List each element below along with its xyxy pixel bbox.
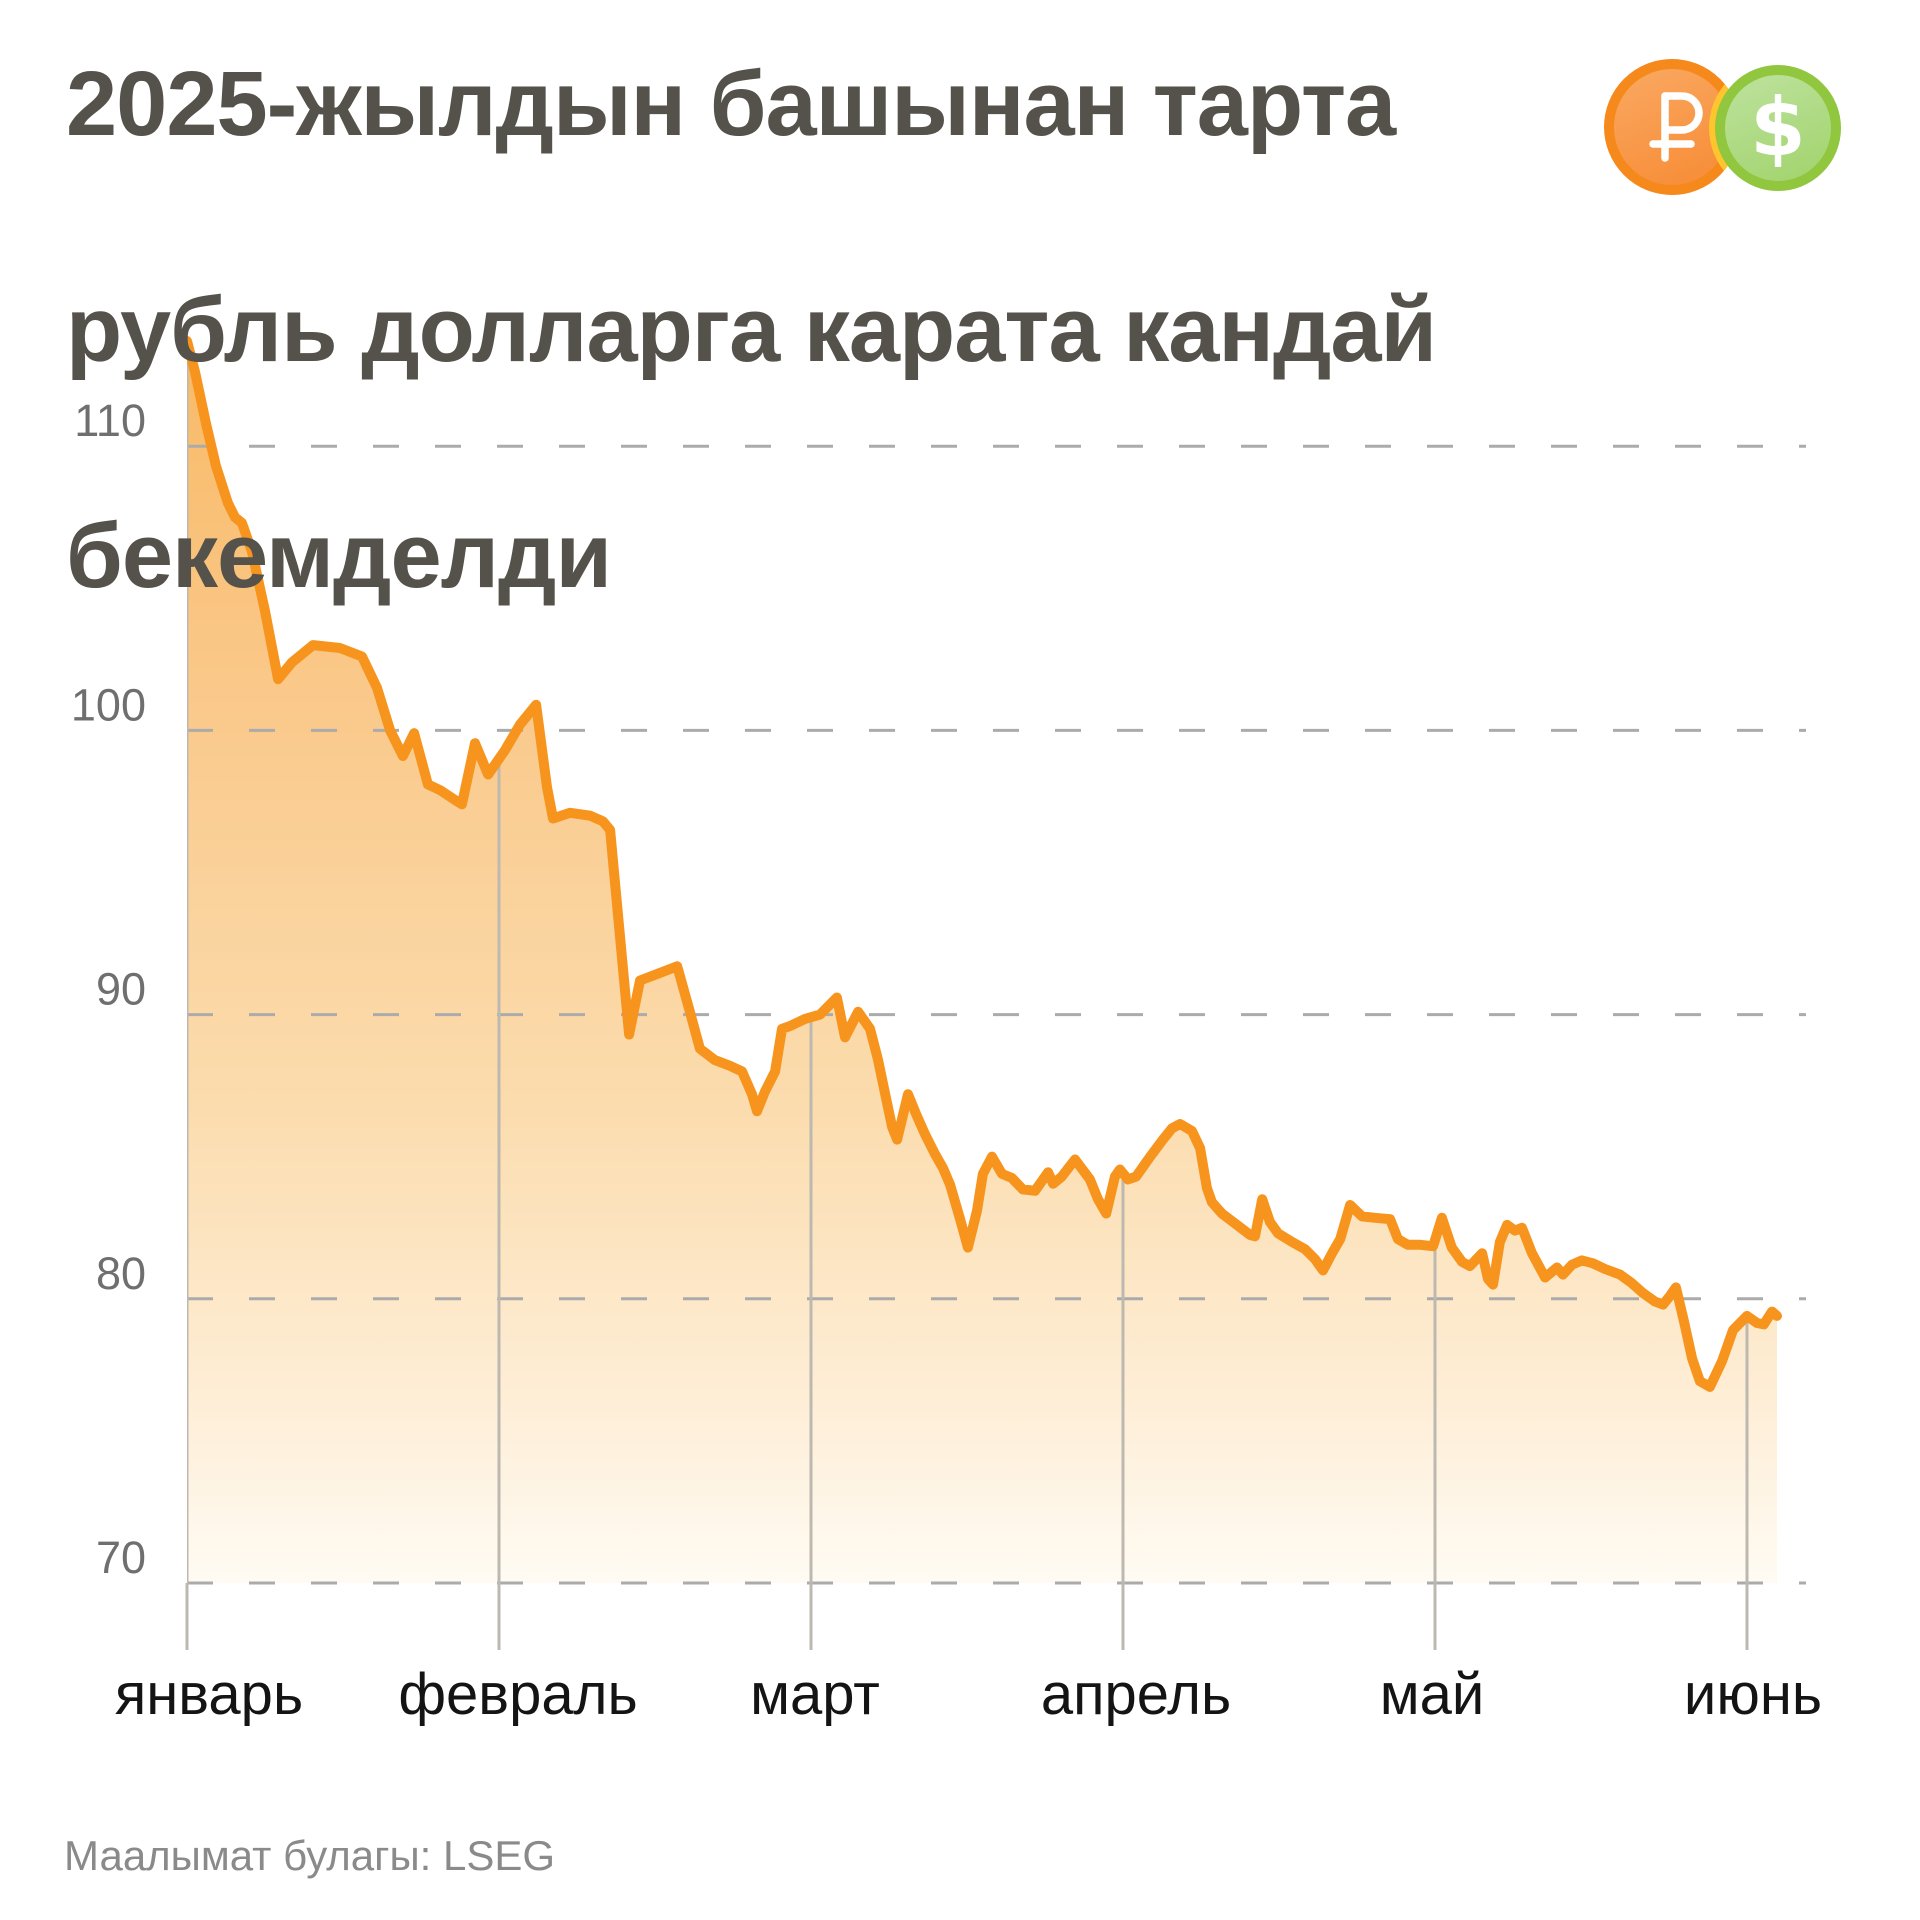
x-tick-label-июнь: июнь [1684, 1662, 1822, 1727]
usd-rub-line [182, 336, 1782, 1392]
y-tick-label-110: 110 [74, 395, 146, 446]
x-axis-labels: январь февраль март апрель май июнь [115, 1662, 1822, 1727]
title-line-3: бекемделди [66, 505, 612, 607]
x-tick-label-май: май [1380, 1662, 1485, 1727]
currency-coins-badge: $ [1604, 59, 1841, 195]
dollar-symbol-icon: $ [1750, 81, 1806, 174]
ruble-symbol-icon [1649, 92, 1703, 162]
x-tick-label-февраль: февраль [398, 1662, 637, 1727]
x-tick-label-март: март [750, 1662, 880, 1727]
y-tick-label-70: 70 [96, 1532, 146, 1583]
page-title: 2025-жылдын башынан тарта рубль долларга… [66, 48, 1566, 613]
title-line-1: 2025-жылдын башынан тарта [66, 53, 1396, 155]
x-tick-label-апрель: апрель [1041, 1662, 1231, 1727]
x-tick-label-январь: январь [115, 1662, 303, 1727]
horizontal-gridlines [187, 444, 1806, 1585]
y-tick-label-100: 100 [71, 679, 146, 730]
title-line-2: рубль долларга карата кандай [66, 279, 1437, 381]
data-source-label: Маалымат булагы: LSEG [64, 1832, 556, 1879]
y-axis-labels: 110 100 90 80 70 [71, 395, 146, 1583]
y-tick-label-90: 90 [96, 964, 146, 1015]
area-fill [187, 341, 1777, 1583]
dollar-coin-icon [1715, 65, 1841, 191]
y-tick-label-80: 80 [96, 1248, 146, 1299]
x-axis-ticks [185, 1583, 1749, 1650]
